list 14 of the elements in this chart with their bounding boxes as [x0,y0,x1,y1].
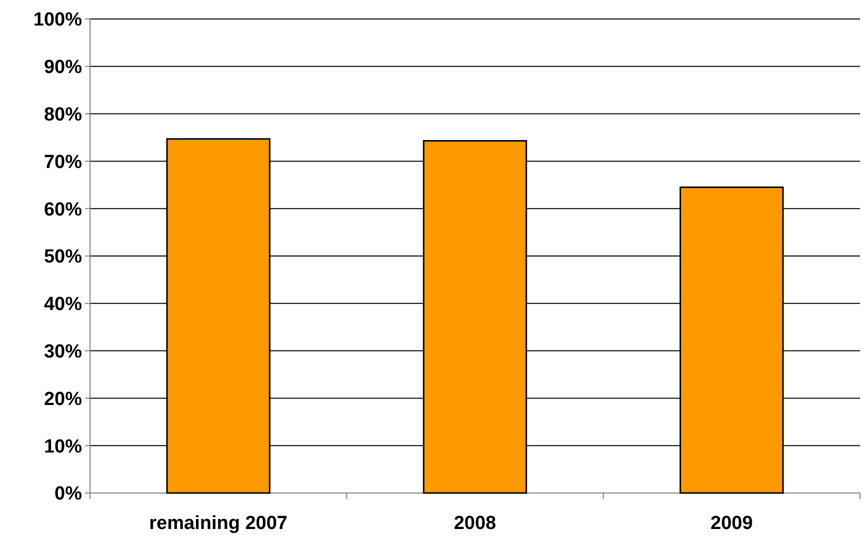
y-tick-label: 20% [44,388,82,410]
y-tick-label: 30% [44,341,82,362]
y-tick-label: 0% [54,484,82,505]
y-tick-label: 100% [33,10,82,31]
y-tick-label: 50% [44,246,82,268]
y-tick-label: 90% [44,57,82,78]
y-tick-label: 70% [44,152,82,173]
y-tick-label: 10% [44,436,82,458]
y-tick-label: 60% [44,199,82,220]
y-tick-label: 80% [44,104,82,126]
y-tick-label: 40% [44,294,82,316]
x-tick-label: 2008 [454,513,496,534]
x-tick-label: remaining 2007 [149,513,288,534]
x-tick-label: 2009 [710,513,753,534]
